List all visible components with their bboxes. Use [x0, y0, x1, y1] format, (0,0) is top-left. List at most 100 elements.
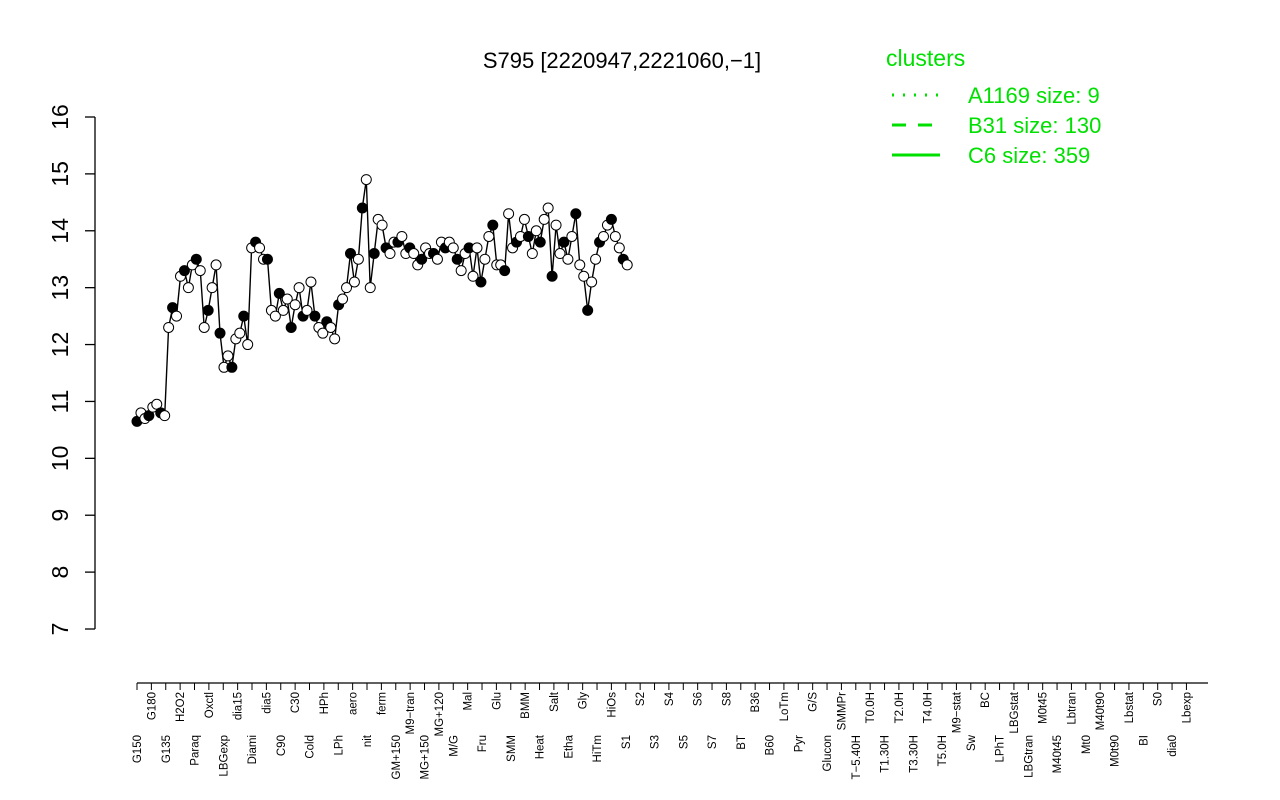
data-point	[194, 265, 206, 277]
y-tick-label: 7	[47, 623, 73, 636]
data-point	[163, 321, 175, 333]
x-tick-label: S3	[650, 735, 662, 749]
data-point	[582, 304, 594, 316]
x-tick-label: M40t90	[1095, 692, 1107, 730]
x-tick-label: M9−tran	[405, 692, 417, 735]
y-tick-label: 11	[47, 389, 73, 413]
chart-title: S795 [2220947,2221060,−1]	[483, 48, 761, 73]
x-tick-label: B60	[765, 735, 777, 755]
data-point	[273, 287, 285, 299]
x-tick-label: Cold	[305, 735, 317, 759]
data-point	[344, 248, 356, 260]
data-point	[190, 253, 202, 265]
x-tick-label: H2O2	[175, 692, 187, 722]
x-tick-label: G/S	[808, 692, 820, 712]
y-tick-label: 13	[47, 275, 73, 301]
x-tick-label: T1.30H	[880, 735, 892, 773]
x-tick-label: B36	[750, 692, 762, 712]
data-point	[447, 242, 459, 254]
data-point	[566, 230, 578, 242]
x-tick-label: T5.0H	[937, 735, 949, 766]
x-tick-label: MG+120	[434, 692, 446, 736]
x-tick-label: T3.30H	[908, 735, 920, 773]
x-tick-label: Oxctl	[204, 692, 216, 718]
data-point	[254, 242, 266, 254]
x-tick-label: S7	[707, 735, 719, 749]
x-tick-label: T4.0H	[923, 692, 935, 723]
data-point	[590, 253, 602, 265]
x-tick-label: G150	[132, 735, 144, 763]
x-tick-label: Gly	[578, 692, 590, 710]
data-point	[597, 230, 609, 242]
x-tick-label: LPhT	[995, 735, 1007, 763]
data-point	[431, 253, 443, 265]
y-tick-label: 10	[47, 446, 73, 472]
x-tick-label: BMM	[520, 692, 532, 719]
data-point	[396, 230, 408, 242]
x-tick-label: C90	[276, 735, 288, 756]
data-point	[305, 276, 317, 288]
x-tick-label: BI	[1138, 735, 1150, 746]
data-point	[325, 321, 337, 333]
x-tick-label: LPh	[333, 735, 345, 755]
x-tick-label: M/G	[448, 735, 460, 757]
data-point	[368, 248, 380, 260]
y-tick-label: 16	[47, 104, 73, 130]
data-point	[261, 253, 273, 265]
x-tick-label: G180	[146, 692, 158, 720]
data-point	[562, 253, 574, 265]
x-tick-label: MG+150	[420, 735, 432, 779]
data-point	[171, 310, 183, 322]
x-tick-label: S5	[678, 735, 690, 749]
data-point	[309, 310, 321, 322]
x-tick-label: HPh	[319, 692, 331, 714]
data-point	[277, 304, 289, 316]
data-point	[337, 293, 349, 305]
x-tick-label: M40t45	[1052, 735, 1064, 773]
x-tick-label: nit	[362, 734, 374, 747]
data-point	[546, 270, 558, 282]
x-tick-label: T−5.40H	[851, 735, 863, 779]
legend-label-a1169: A1169 size: 9	[968, 83, 1100, 108]
x-tick-label: M0t90	[1110, 735, 1122, 767]
x-tick-label: BT	[736, 735, 748, 750]
data-point	[538, 213, 550, 225]
x-tick-label: Diami	[247, 735, 259, 764]
x-tick-label: M0t45	[1038, 692, 1050, 724]
legend-label-c6: C6 size: 359	[968, 143, 1090, 168]
x-tick-label: LBGexp	[218, 735, 230, 777]
data-point	[159, 410, 171, 422]
x-tick-label: S6	[693, 692, 705, 706]
x-tick-label: Sw	[966, 734, 978, 751]
data-point	[621, 259, 633, 271]
x-tick-label: T0.0H	[865, 692, 877, 723]
x-tick-label: Etha	[563, 734, 575, 758]
y-tick-label: 14	[47, 218, 73, 244]
x-tick-label: GM+150	[391, 735, 403, 779]
x-tick-label: dia0	[1167, 735, 1179, 757]
data-point	[471, 242, 483, 254]
data-point	[348, 276, 360, 288]
x-tick-label: Heat	[535, 734, 547, 759]
legend-label-b31: B31 size: 130	[968, 113, 1101, 138]
data-point	[609, 230, 621, 242]
x-tick-label: BC	[980, 692, 992, 708]
data-point	[554, 248, 566, 260]
data-point	[530, 225, 542, 237]
data-point	[526, 248, 538, 260]
data-point	[198, 321, 210, 333]
legend-title: clusters	[886, 45, 965, 71]
x-tick-label: Lbtran	[1066, 692, 1078, 725]
data-point	[285, 321, 297, 333]
x-tick-label: HiOs	[606, 692, 618, 718]
data-point	[499, 265, 511, 277]
x-tick-label: S4	[664, 691, 676, 706]
data-point	[222, 350, 234, 362]
data-point	[542, 202, 554, 214]
x-tick-label: Mal	[463, 692, 475, 711]
data-point	[503, 208, 515, 220]
x-tick-label: T2.0H	[894, 692, 906, 723]
x-tick-label: Salt	[549, 691, 561, 712]
data-point	[293, 282, 305, 294]
